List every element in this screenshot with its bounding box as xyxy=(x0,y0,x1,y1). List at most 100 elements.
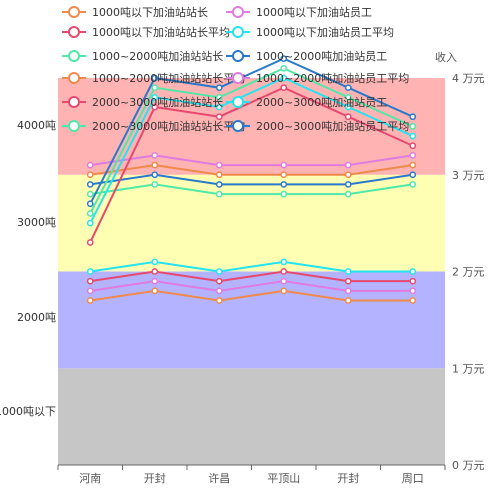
y-tick-label: 3 万元 xyxy=(452,169,485,182)
data-point[interactable] xyxy=(151,277,159,285)
data-point[interactable] xyxy=(280,161,288,169)
data-point[interactable] xyxy=(151,84,159,92)
data-point[interactable] xyxy=(409,132,417,140)
legend-label: 1000吨以下加油站员工平均 xyxy=(256,25,394,39)
data-point[interactable] xyxy=(86,239,94,246)
y-tick-label: 0 万元 xyxy=(452,459,485,472)
data-point[interactable] xyxy=(151,103,159,111)
data-point[interactable] xyxy=(151,287,159,295)
data-point[interactable] xyxy=(86,181,94,188)
legend-marker-icon xyxy=(68,96,80,108)
data-point[interactable] xyxy=(215,103,223,111)
data-point[interactable] xyxy=(344,277,352,285)
series-2 xyxy=(86,268,417,285)
legend-marker-icon xyxy=(68,26,80,38)
legend-item[interactable]: 1000吨以下加油站站长平均 xyxy=(62,25,230,39)
data-point[interactable] xyxy=(215,268,223,275)
data-point[interactable] xyxy=(344,171,352,179)
data-point[interactable] xyxy=(409,142,417,150)
data-point[interactable] xyxy=(86,297,94,304)
data-point[interactable] xyxy=(280,277,288,285)
data-point[interactable] xyxy=(151,181,159,188)
data-point[interactable] xyxy=(280,74,288,82)
data-point[interactable] xyxy=(280,181,288,188)
data-point[interactable] xyxy=(151,268,159,275)
legend-marker-icon xyxy=(232,72,244,84)
data-point[interactable] xyxy=(151,94,159,101)
data-point[interactable] xyxy=(86,200,94,208)
data-point[interactable] xyxy=(344,161,352,169)
series-9 xyxy=(86,74,417,227)
data-point[interactable] xyxy=(344,181,352,188)
data-point[interactable] xyxy=(215,277,223,285)
data-point[interactable] xyxy=(151,74,159,82)
data-point[interactable] xyxy=(409,277,417,285)
data-point[interactable] xyxy=(344,268,352,275)
legend-item[interactable]: 1000~2000吨加油站员工 xyxy=(226,49,387,63)
legend-label: 1000吨以下加油站站长平均 xyxy=(92,25,230,39)
series-line xyxy=(90,270,413,283)
legend-item[interactable]: 1000吨以下加油站员工 xyxy=(226,5,372,19)
legend-item[interactable]: 1000~2000吨加油站站长平均 xyxy=(62,71,245,85)
data-point[interactable] xyxy=(151,161,159,169)
data-point[interactable] xyxy=(344,297,352,304)
data-point[interactable] xyxy=(215,171,223,179)
data-point[interactable] xyxy=(280,64,288,72)
legend-item[interactable]: 1000~2000吨加油站站长 xyxy=(62,49,223,63)
data-point[interactable] xyxy=(215,190,223,198)
legend-item[interactable]: 2000~3000吨加油站员工平均 xyxy=(226,119,409,133)
data-point[interactable] xyxy=(409,181,417,188)
data-point[interactable] xyxy=(344,287,352,295)
legend-label: 1000~2000吨加油站员工 xyxy=(256,49,387,63)
data-point[interactable] xyxy=(344,103,352,111)
data-point[interactable] xyxy=(409,287,417,295)
data-point[interactable] xyxy=(215,161,223,169)
data-point[interactable] xyxy=(215,84,223,92)
data-point[interactable] xyxy=(86,287,94,295)
legend-item[interactable]: 2000~3000吨加油站员工 xyxy=(226,95,387,109)
data-point[interactable] xyxy=(344,190,352,198)
data-point[interactable] xyxy=(215,113,223,121)
data-point[interactable] xyxy=(409,268,417,275)
series-10 xyxy=(86,64,417,217)
data-point[interactable] xyxy=(215,297,223,304)
data-point[interactable] xyxy=(151,152,159,159)
legend-item[interactable]: 1000~2000吨加油站员工平均 xyxy=(226,71,409,85)
data-point[interactable] xyxy=(344,113,352,121)
legend-item[interactable]: 2000~3000吨加油站站长平均 xyxy=(62,119,245,133)
data-point[interactable] xyxy=(280,84,288,92)
data-point[interactable] xyxy=(280,171,288,179)
data-point[interactable] xyxy=(86,210,94,217)
data-point[interactable] xyxy=(151,258,159,266)
data-point[interactable] xyxy=(280,190,288,198)
data-point[interactable] xyxy=(280,258,288,266)
data-point[interactable] xyxy=(280,287,288,295)
data-point[interactable] xyxy=(280,55,288,63)
band-labels: 1000吨以下 2000吨 3000吨 4000吨 xyxy=(0,119,56,418)
data-point[interactable] xyxy=(215,287,223,295)
data-point[interactable] xyxy=(86,171,94,179)
data-point[interactable] xyxy=(151,171,159,179)
x-tick-label: 开封 xyxy=(144,471,166,485)
data-point[interactable] xyxy=(86,190,94,198)
y-axis-unit-label: 收入 xyxy=(435,50,457,64)
data-point[interactable] xyxy=(409,171,417,179)
legend-item[interactable]: 1000吨以下加油站站长 xyxy=(62,5,208,19)
data-point[interactable] xyxy=(409,161,417,169)
data-point[interactable] xyxy=(409,123,417,130)
series-lines xyxy=(86,55,417,304)
data-point[interactable] xyxy=(409,113,417,121)
data-point[interactable] xyxy=(86,268,94,275)
data-point[interactable] xyxy=(409,152,417,159)
data-point[interactable] xyxy=(215,94,223,101)
data-point[interactable] xyxy=(344,84,352,92)
data-point[interactable] xyxy=(409,297,417,304)
data-point[interactable] xyxy=(280,268,288,275)
data-point[interactable] xyxy=(215,181,223,188)
legend-item[interactable]: 2000~3000吨加油站站长 xyxy=(62,95,223,109)
data-point[interactable] xyxy=(86,277,94,285)
data-point[interactable] xyxy=(344,94,352,101)
data-point[interactable] xyxy=(86,161,94,169)
data-point[interactable] xyxy=(86,219,94,227)
legend-item[interactable]: 1000吨以下加油站员工平均 xyxy=(226,25,394,39)
